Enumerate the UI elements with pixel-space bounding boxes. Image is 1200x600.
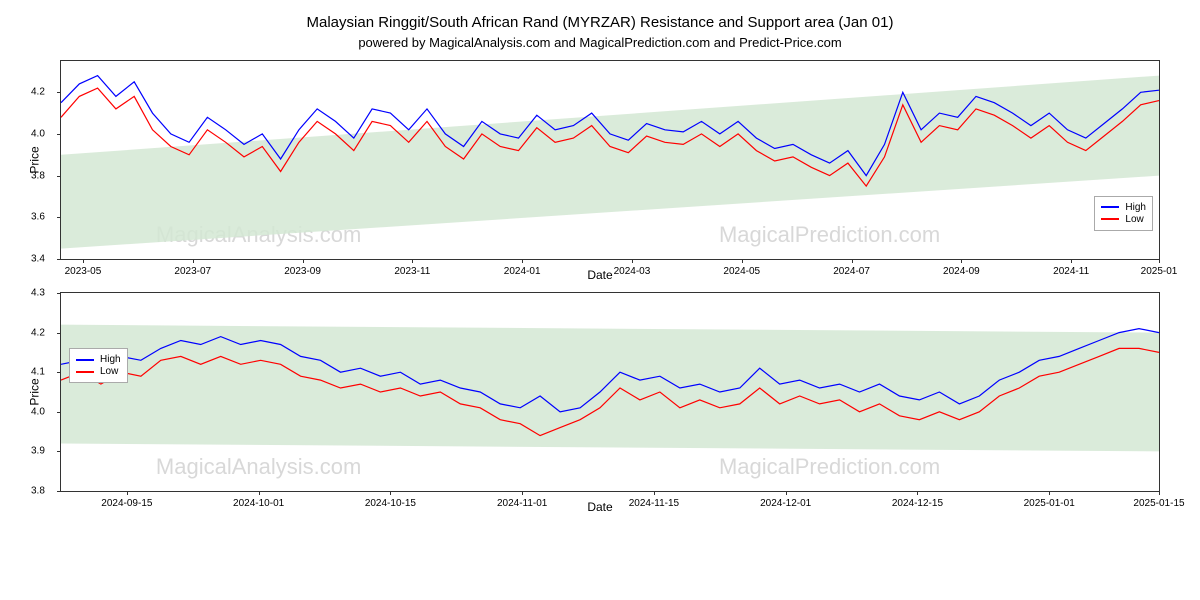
legend-item: Low: [1101, 214, 1146, 225]
y-tick-label: 4.2: [31, 327, 45, 338]
legend: HighLow: [69, 348, 128, 383]
x-tick-label: 2024-09-15: [101, 498, 152, 509]
x-tick-label: 2023-05: [65, 266, 102, 277]
support-resistance-area: [61, 325, 1159, 452]
x-tick-label: 2024-12-01: [760, 498, 811, 509]
legend-item: High: [76, 354, 121, 365]
y-tick-label: 4.0: [31, 406, 45, 417]
x-tick-label: 2024-12-15: [892, 498, 943, 509]
legend-label: High: [100, 354, 121, 365]
y-tick-label: 4.3: [31, 288, 45, 299]
x-tick-label: 2024-07: [833, 266, 870, 277]
chart-title: Malaysian Ringgit/South African Rand (MY…: [10, 14, 1190, 31]
x-tick-label: 2024-10-15: [365, 498, 416, 509]
chart-subtitle: powered by MagicalAnalysis.com and Magic…: [10, 35, 1190, 50]
x-tick-label: 2024-11-15: [629, 498, 679, 509]
x-tick-label: 2024-09: [943, 266, 980, 277]
x-tick-label: 2024-11: [1053, 266, 1089, 277]
x-tick-label: 2025-01-01: [1024, 498, 1075, 509]
legend-label: Low: [100, 366, 118, 377]
y-tick-label: 4.1: [31, 367, 45, 378]
legend-item: High: [1101, 202, 1146, 213]
x-tick-label: 2023-11: [394, 266, 430, 277]
x-tick-label: 2023-09: [284, 266, 321, 277]
y-tick-label: 3.9: [31, 446, 45, 457]
x-tick-label: 2024-11-01: [497, 498, 547, 509]
y-tick-label: 3.4: [31, 254, 45, 265]
y-tick-label: 3.8: [31, 486, 45, 497]
x-axis-label-2: Date: [10, 500, 1190, 514]
legend-label: Low: [1125, 214, 1143, 225]
chart-panel-2: Price MagicalAnalysis.comMagicalPredicti…: [60, 292, 1160, 492]
x-tick-label: 2024-01: [504, 266, 541, 277]
legend-label: High: [1125, 202, 1146, 213]
y-axis-label: Price: [28, 378, 42, 405]
support-resistance-area: [61, 76, 1159, 249]
x-tick-label: 2024-03: [614, 266, 651, 277]
x-tick-label: 2025-01-15: [1133, 498, 1184, 509]
x-tick-label: 2024-05: [723, 266, 760, 277]
chart-panel-1: Price MagicalAnalysis.comMagicalPredicti…: [60, 60, 1160, 260]
legend: HighLow: [1094, 196, 1153, 231]
legend-swatch: [1101, 206, 1119, 208]
legend-swatch: [76, 371, 94, 373]
x-tick-label: 2025-01: [1141, 266, 1178, 277]
y-tick-label: 3.8: [31, 170, 45, 181]
legend-item: Low: [76, 366, 121, 377]
y-tick-label: 3.6: [31, 212, 45, 223]
x-tick-label: 2023-07: [174, 266, 211, 277]
legend-swatch: [76, 359, 94, 361]
y-tick-label: 4.2: [31, 87, 45, 98]
y-tick-label: 4.0: [31, 128, 45, 139]
x-tick-label: 2024-10-01: [233, 498, 284, 509]
legend-swatch: [1101, 218, 1119, 220]
